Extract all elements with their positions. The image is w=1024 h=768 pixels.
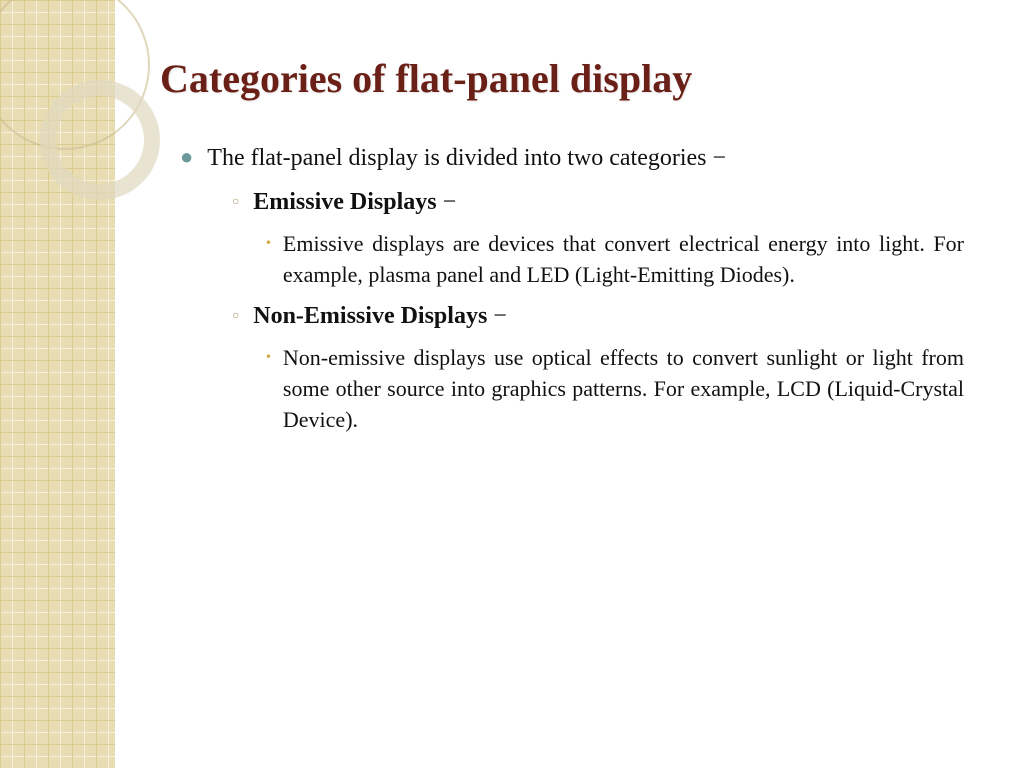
category-1-suffix: − bbox=[437, 189, 457, 215]
category-1-heading: Emissive Displays − bbox=[253, 186, 456, 218]
dot-bullet-icon: • bbox=[266, 230, 271, 258]
category-1-desc: Emissive displays are devices that conve… bbox=[283, 228, 964, 290]
circle-bullet-icon: ○ bbox=[232, 300, 239, 330]
dot-bullet-icon: • bbox=[266, 344, 271, 372]
category-2-suffix: − bbox=[487, 303, 507, 329]
disc-bullet-icon: ● bbox=[180, 142, 193, 172]
category-2-heading: Non-Emissive Displays − bbox=[253, 300, 507, 332]
slide-title: Categories of flat-panel display bbox=[160, 55, 964, 102]
category-2-label: Non-Emissive Displays bbox=[253, 303, 487, 329]
decorative-ring-thick bbox=[40, 80, 160, 200]
category-2-desc: Non-emissive displays use optical effect… bbox=[283, 342, 964, 435]
bullet-level-3: • Non-emissive displays use optical effe… bbox=[266, 342, 964, 435]
bullet-level-2: ○ Non-Emissive Displays − bbox=[232, 300, 964, 332]
circle-bullet-icon: ○ bbox=[232, 186, 239, 216]
category-1-label: Emissive Displays bbox=[253, 189, 436, 215]
bullet-level-2: ○ Emissive Displays − bbox=[232, 186, 964, 218]
intro-text: The flat-panel display is divided into t… bbox=[207, 142, 726, 174]
bullet-level-1: ● The flat-panel display is divided into… bbox=[180, 142, 964, 174]
slide-content: Categories of flat-panel display ● The f… bbox=[160, 55, 964, 445]
bullet-level-3: • Emissive displays are devices that con… bbox=[266, 228, 964, 290]
